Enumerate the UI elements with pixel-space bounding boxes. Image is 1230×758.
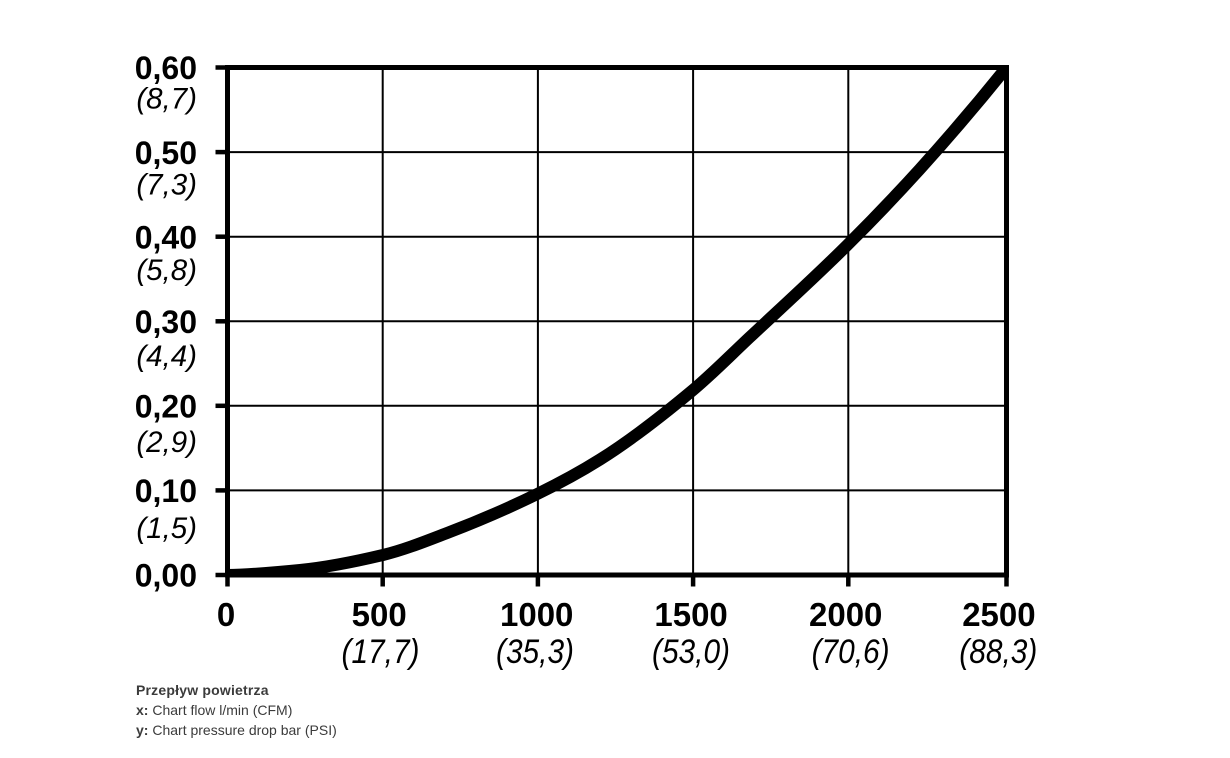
svg-text:0,50: 0,50 <box>135 135 197 171</box>
svg-text:(70,6): (70,6) <box>812 633 890 671</box>
svg-text:(35,3): (35,3) <box>496 633 574 671</box>
svg-text:(8,7): (8,7) <box>136 83 197 116</box>
svg-text:(1,5): (1,5) <box>136 512 197 545</box>
svg-text:1000: 1000 <box>500 596 573 633</box>
svg-text:2000: 2000 <box>809 596 882 633</box>
svg-text:0,10: 0,10 <box>135 473 197 509</box>
svg-text:500: 500 <box>352 596 407 633</box>
svg-text:0,30: 0,30 <box>135 304 197 340</box>
svg-text:(5,8): (5,8) <box>136 254 197 287</box>
svg-text:(2,9): (2,9) <box>136 426 197 459</box>
svg-text:(53,0): (53,0) <box>652 633 730 671</box>
svg-text:(88,3): (88,3) <box>959 633 1037 671</box>
svg-text:0,20: 0,20 <box>135 389 197 425</box>
svg-text:(17,7): (17,7) <box>342 633 420 671</box>
svg-text:0,40: 0,40 <box>135 219 197 255</box>
svg-text:1500: 1500 <box>654 596 727 633</box>
svg-text:0,60: 0,60 <box>135 50 197 86</box>
svg-text:(4,4): (4,4) <box>136 340 197 373</box>
svg-text:2500: 2500 <box>962 596 1035 633</box>
svg-text:0: 0 <box>217 596 235 633</box>
svg-text:(7,3): (7,3) <box>136 168 197 201</box>
svg-text:0,00: 0,00 <box>135 558 197 594</box>
